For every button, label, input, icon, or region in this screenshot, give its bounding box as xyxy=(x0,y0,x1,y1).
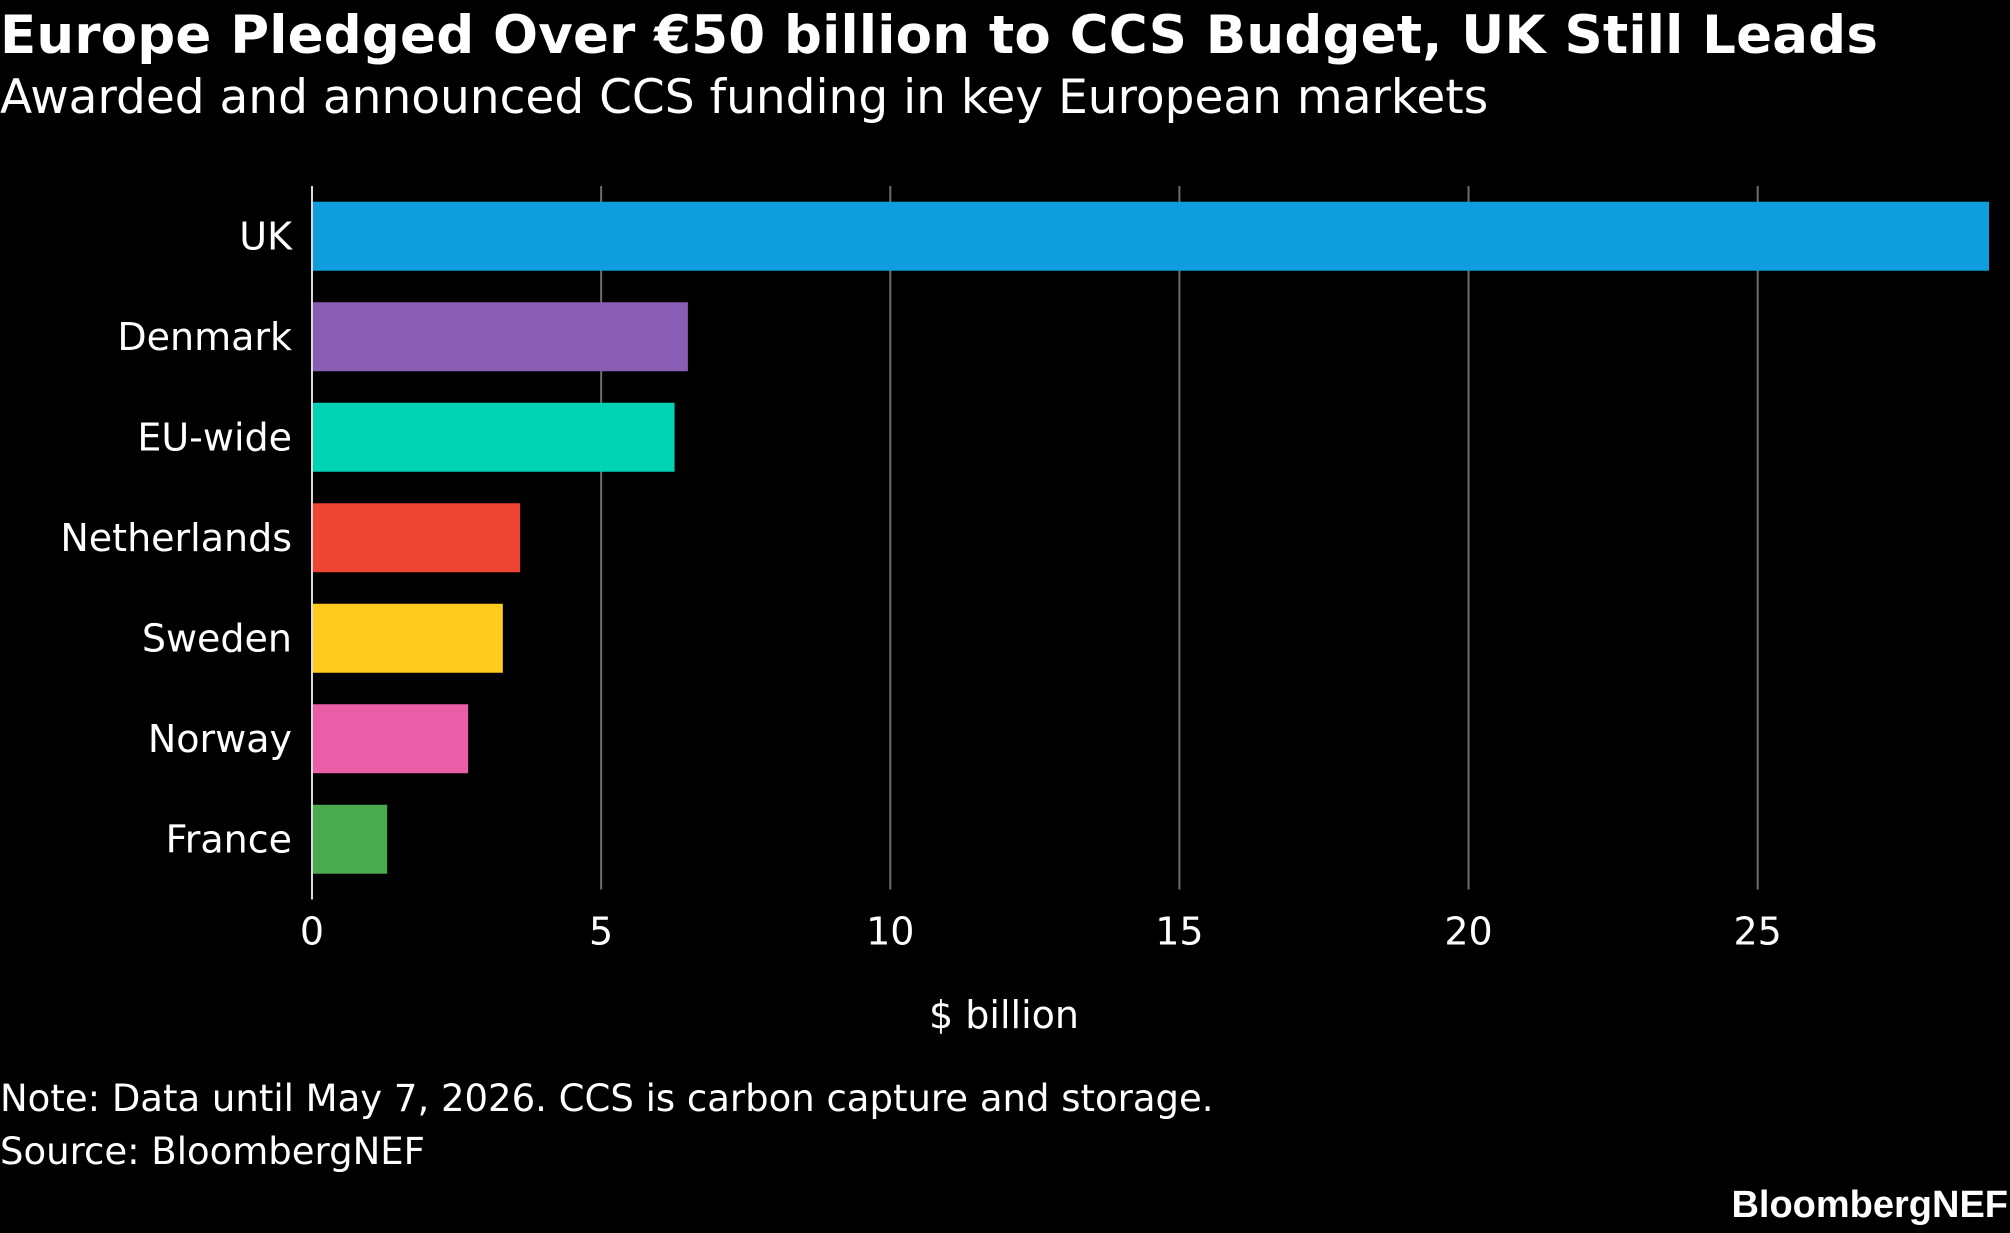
bar xyxy=(312,804,388,874)
x-tick-labels: 0 5 10 15 20 25 xyxy=(300,910,1782,954)
bar xyxy=(312,302,688,372)
category-label: Norway xyxy=(148,717,292,761)
category-labels: UK Denmark EU-wide Netherlands Sweden Norway F… xyxy=(60,214,293,861)
x-tick-label: 25 xyxy=(1734,910,1782,954)
x-tick-label: 20 xyxy=(1444,910,1492,954)
bar xyxy=(312,402,675,472)
chart-note: Note: Data until May 7, 2026. CCS is car… xyxy=(0,1077,1214,1120)
chart-source: Source: BloombergNEF xyxy=(0,1130,425,1173)
category-label: UK xyxy=(239,214,293,258)
bloombergnef-logo: BloombergNEF xyxy=(1731,1184,2008,1226)
bar xyxy=(312,603,503,673)
category-label: France xyxy=(166,817,292,861)
x-tick-label: 0 xyxy=(300,910,324,954)
bar xyxy=(312,503,521,573)
gridlines xyxy=(600,186,1759,890)
category-label: Netherlands xyxy=(60,516,292,560)
bar-chart: UK Denmark EU-wide Netherlands Sweden Norway F… xyxy=(60,186,1989,1037)
category-label: EU-wide xyxy=(137,415,292,459)
category-label: Sweden xyxy=(142,616,292,660)
x-tick-label: 5 xyxy=(589,910,613,954)
bar xyxy=(312,201,1989,271)
chart-subtitle: Awarded and announced CCS funding in key… xyxy=(0,70,1489,125)
x-tick-label: 10 xyxy=(866,910,914,954)
x-axis-title: $ billion xyxy=(929,993,1079,1037)
chart-title: Europe Pledged Over €50 billion to CCS B… xyxy=(0,5,1879,66)
bars xyxy=(312,201,1989,874)
x-tick-label: 15 xyxy=(1155,910,1203,954)
bar xyxy=(312,704,469,774)
category-label: Denmark xyxy=(117,315,292,359)
